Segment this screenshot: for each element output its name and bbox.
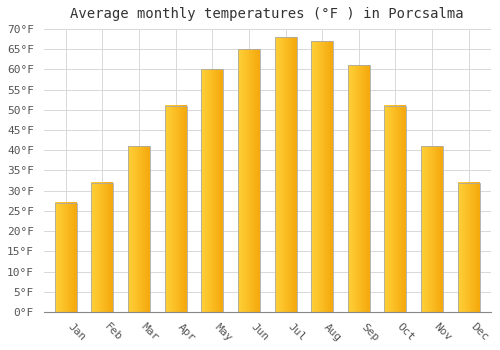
Bar: [164, 106, 186, 312]
Bar: [128, 146, 150, 312]
Bar: [384, 106, 406, 312]
Title: Average monthly temperatures (°F ) in Porcsalma: Average monthly temperatures (°F ) in Po…: [70, 7, 464, 21]
Bar: [348, 65, 370, 312]
Bar: [311, 41, 333, 312]
Bar: [92, 183, 114, 312]
Bar: [238, 49, 260, 312]
Bar: [54, 203, 76, 312]
Bar: [421, 146, 443, 312]
Bar: [274, 37, 296, 312]
Bar: [458, 183, 479, 312]
Bar: [201, 69, 223, 312]
